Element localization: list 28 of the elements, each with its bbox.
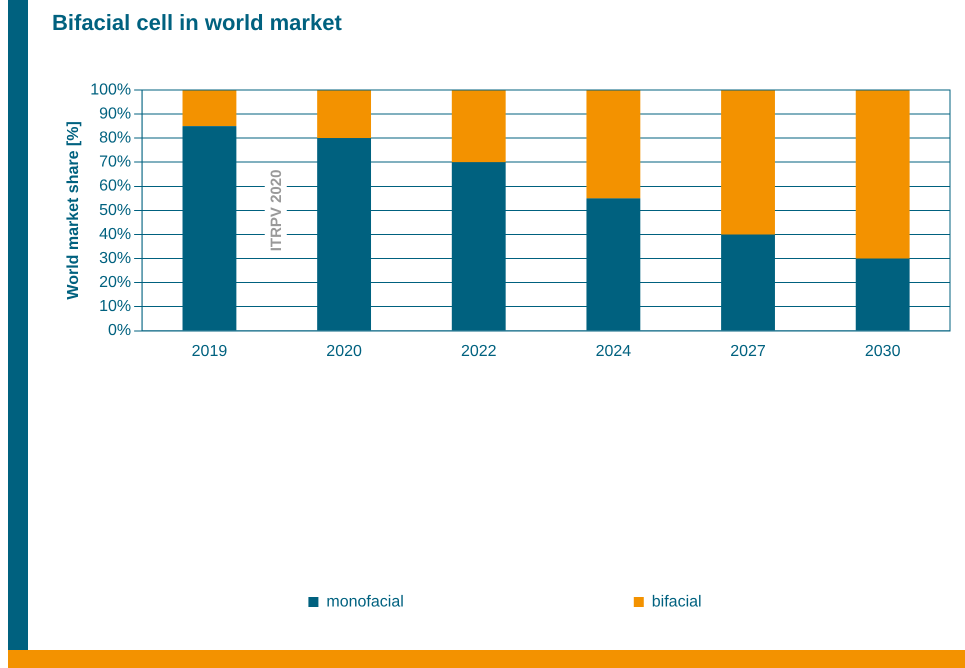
y-axis-title: World market share [%] [65,121,82,300]
x-tick-label: 2030 [864,342,901,360]
y-tick-label: 40% [99,226,132,243]
y-tick-label: 100% [90,81,132,98]
bar [317,90,372,138]
y-tick-label: 90% [99,105,132,122]
y-tick-label: 20% [99,274,132,292]
chart-title: Bifacial cell in world market [52,10,342,36]
y-tick-label: 70% [99,154,132,171]
x-tick-label: 2019 [192,342,228,360]
y-tick-label: 60% [99,178,132,195]
bar [182,90,236,126]
bar [452,90,506,162]
bar [856,90,910,259]
legend-label: bifacial [652,593,702,610]
y-tick-label: 30% [99,250,132,267]
bar [586,90,640,198]
x-tick-label: 2020 [326,342,362,360]
legend-label: monofacial [326,593,404,610]
y-tick-label: 0% [108,322,132,340]
bar [721,90,775,234]
y-tick-label: 80% [99,130,132,147]
x-tick-label: 2022 [460,342,497,360]
annotation: ITRPV 2020 [268,170,285,252]
x-tick-label: 2024 [596,342,632,360]
y-tick-label: 10% [99,298,132,316]
y-tick-label: 50% [99,202,132,219]
x-tick-label: 2027 [730,342,766,360]
